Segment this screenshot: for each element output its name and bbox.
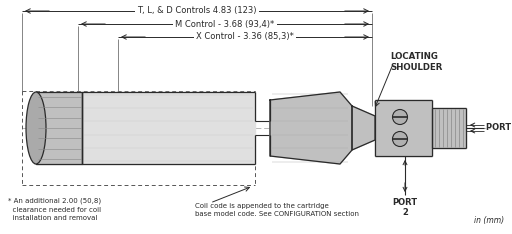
Circle shape	[393, 132, 408, 146]
Polygon shape	[375, 100, 432, 156]
Polygon shape	[352, 106, 375, 150]
Ellipse shape	[26, 92, 46, 164]
Text: T, L, & D Controls 4.83 (123): T, L, & D Controls 4.83 (123)	[137, 7, 257, 15]
Text: M Control - 3.68 (93,4)*: M Control - 3.68 (93,4)*	[176, 19, 274, 29]
Text: Coil code is appended to the cartridge
base model code. See CONFIGURATION sectio: Coil code is appended to the cartridge b…	[195, 203, 359, 217]
Polygon shape	[36, 92, 82, 164]
Text: * An additional 2.00 (50,8)
  clearance needed for coil
  installation and remov: * An additional 2.00 (50,8) clearance ne…	[8, 198, 101, 220]
Polygon shape	[82, 92, 255, 164]
Text: LOCATING
SHOULDER: LOCATING SHOULDER	[390, 52, 442, 72]
Circle shape	[393, 110, 408, 124]
Polygon shape	[432, 108, 466, 148]
Text: in (mm): in (mm)	[474, 216, 504, 225]
Text: PORT
2: PORT 2	[392, 198, 418, 217]
Polygon shape	[270, 92, 352, 164]
Text: X Control - 3.36 (85,3)*: X Control - 3.36 (85,3)*	[196, 33, 294, 41]
Text: PORT 1: PORT 1	[486, 124, 512, 132]
